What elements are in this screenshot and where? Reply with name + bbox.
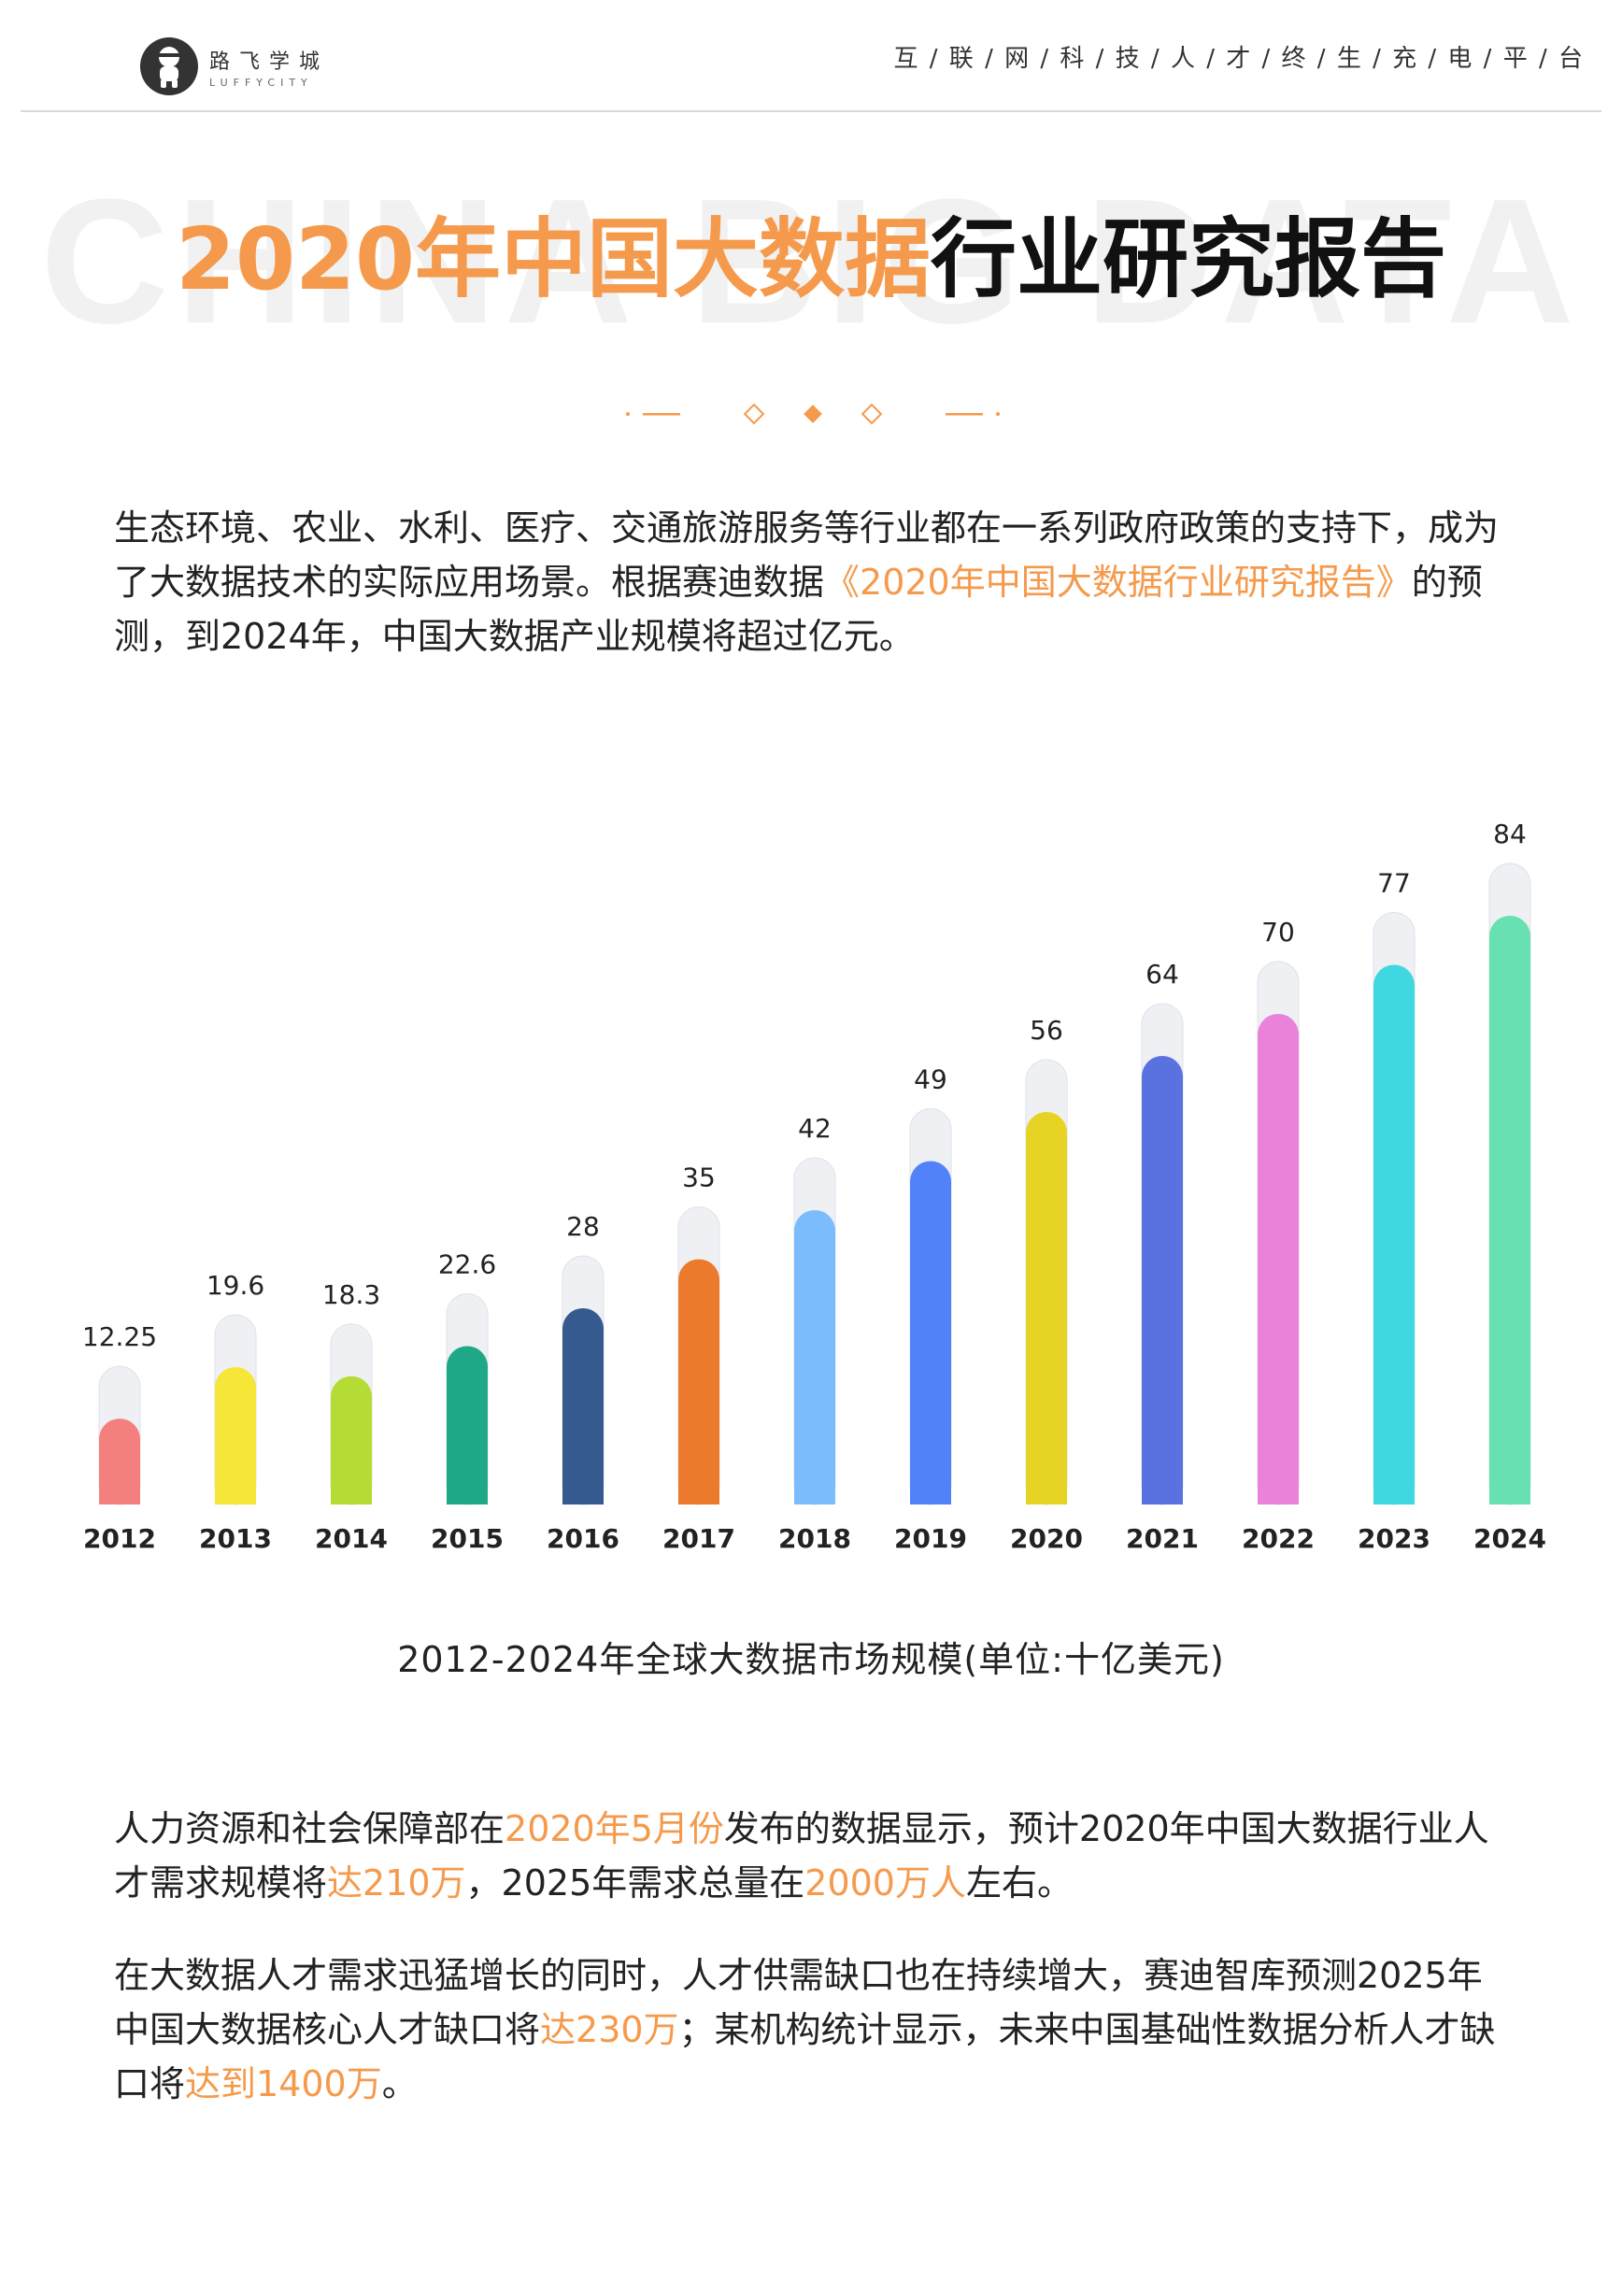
- logo[interactable]: 路飞学城 LUFFYCITY: [140, 37, 329, 95]
- category-label-2015: 2015: [431, 1523, 504, 1554]
- category-label-2021: 2021: [1126, 1523, 1199, 1554]
- value-label-2012: 12.25: [82, 1321, 157, 1352]
- value-label-2024: 84: [1493, 819, 1527, 849]
- p2-text-g: 左右。: [965, 1862, 1073, 1904]
- value-label-2019: 49: [914, 1064, 947, 1095]
- p2-text-c: 发布的数据显示，预计2020年中国大数据行业人才需求规模将: [114, 1808, 1489, 1904]
- bar-2020: [1026, 1112, 1067, 1505]
- value-label-2015: 22.6: [438, 1249, 496, 1280]
- category-label-2024: 2024: [1473, 1523, 1546, 1554]
- title-ornament: [626, 403, 1000, 425]
- category-label-2019: 2019: [894, 1523, 967, 1554]
- bar-2017: [678, 1259, 719, 1505]
- value-label-2022: 70: [1261, 917, 1295, 948]
- p3-text-e: 。: [381, 2063, 418, 2104]
- page-title-highlight: 2020年中国大数据: [175, 209, 932, 309]
- value-label-2021: 64: [1145, 959, 1179, 990]
- p3-core-gap-highlight: 达230万: [540, 2009, 679, 2050]
- intro-report-title: 《2020年中国大数据行业研究报告》: [824, 562, 1412, 603]
- category-label-2012: 2012: [83, 1523, 156, 1554]
- category-label-2014: 2014: [315, 1523, 388, 1554]
- category-label-2016: 2016: [547, 1523, 619, 1554]
- title-watermark: CHINA BIG DATA: [40, 163, 1582, 361]
- bar-2014: [331, 1376, 372, 1505]
- p2-text-a: 人力资源和社会保障部在: [114, 1808, 505, 1849]
- intro-text-end: 的预测，到2024年，中国大数据产业规模将超过亿元。: [114, 562, 1483, 657]
- category-label-2013: 2013: [199, 1523, 272, 1554]
- category-label-2022: 2022: [1242, 1523, 1315, 1554]
- p2-total-highlight: 2000万人: [804, 1862, 966, 1904]
- value-label-2016: 28: [566, 1211, 600, 1242]
- category-label-2018: 2018: [778, 1523, 851, 1554]
- header-divider: [21, 110, 1601, 112]
- category-label-2017: 2017: [662, 1523, 735, 1554]
- p2-text-e: ，2025年需求总量在: [465, 1862, 805, 1904]
- market-size-bar-chart: 12.25 2012 19.6 2013 18.3 2014 22.6 2015 28 2016 3…: [82, 819, 1546, 1554]
- header-tagline: 互 / 联 / 网 / 科 / 技 / 人 / 才 / 终 / 生 / 充 / …: [893, 45, 1585, 73]
- talent-demand-paragraph: 人力资源和社会保障部在2020年5月份发布的数据显示，预计2020年中国大数据行…: [114, 1802, 1515, 1910]
- page-title-rest: 行业研究报告: [931, 209, 1447, 309]
- p3-basic-gap-highlight: 达到1400万: [185, 2063, 382, 2104]
- bar-2015: [447, 1346, 488, 1505]
- intro-paragraph: 生态环境、农业、水利、医疗、交通旅游服务等行业都在一系列政府政策的支持下，成为了…: [114, 501, 1515, 663]
- p2-demand-highlight: 达210万: [327, 1862, 466, 1904]
- bar-2018: [794, 1210, 835, 1505]
- bar-2012: [99, 1419, 140, 1505]
- page-header: 路飞学城 LUFFYCITY 互 / 联 / 网 / 科 / 技 / 人 / 才…: [0, 0, 1622, 112]
- bar-2021: [1142, 1056, 1183, 1505]
- talent-gap-paragraph: 在大数据人才需求迅猛增长的同时，人才供需缺口也在持续增大，赛迪智库预测2025年…: [114, 1948, 1515, 2111]
- bar-2024: [1489, 916, 1530, 1505]
- value-label-2023: 77: [1377, 868, 1411, 899]
- bar-2019: [910, 1161, 951, 1505]
- luffy-mascot-icon: [140, 37, 198, 95]
- category-label-2023: 2023: [1358, 1523, 1430, 1554]
- bar-2013: [215, 1367, 256, 1505]
- chart-caption: 2012-2024年全球大数据市场规模(单位:十亿美元): [397, 1639, 1225, 1680]
- page-title: 2020年中国大数据行业研究报告: [0, 204, 1622, 316]
- value-label-2018: 42: [798, 1113, 832, 1144]
- value-label-2013: 19.6: [206, 1270, 264, 1301]
- bar-2022: [1258, 1014, 1299, 1505]
- p3-text-a: 在大数据人才需求迅猛增长的同时，人才供需缺口也在持续增大，赛迪智库预测2025年…: [114, 1955, 1483, 2050]
- value-label-2014: 18.3: [322, 1279, 380, 1310]
- category-label-2020: 2020: [1010, 1523, 1083, 1554]
- value-label-2020: 56: [1030, 1015, 1063, 1046]
- logo-chinese-name: 路飞学城: [209, 50, 330, 74]
- logo-english-name: LUFFYCITY: [209, 76, 313, 89]
- bar-2023: [1373, 964, 1415, 1505]
- intro-text: 生态环境、农业、水利、医疗、交通旅游服务等行业都在一系列政府政策的支持下，成为了…: [114, 507, 1500, 603]
- p3-text-c: ；某机构统计显示，未来中国基础性数据分析人才缺口将: [114, 2009, 1496, 2104]
- bar-2016: [562, 1308, 604, 1505]
- value-label-2017: 35: [682, 1162, 716, 1193]
- p2-date-highlight: 2020年5月份: [505, 1808, 724, 1849]
